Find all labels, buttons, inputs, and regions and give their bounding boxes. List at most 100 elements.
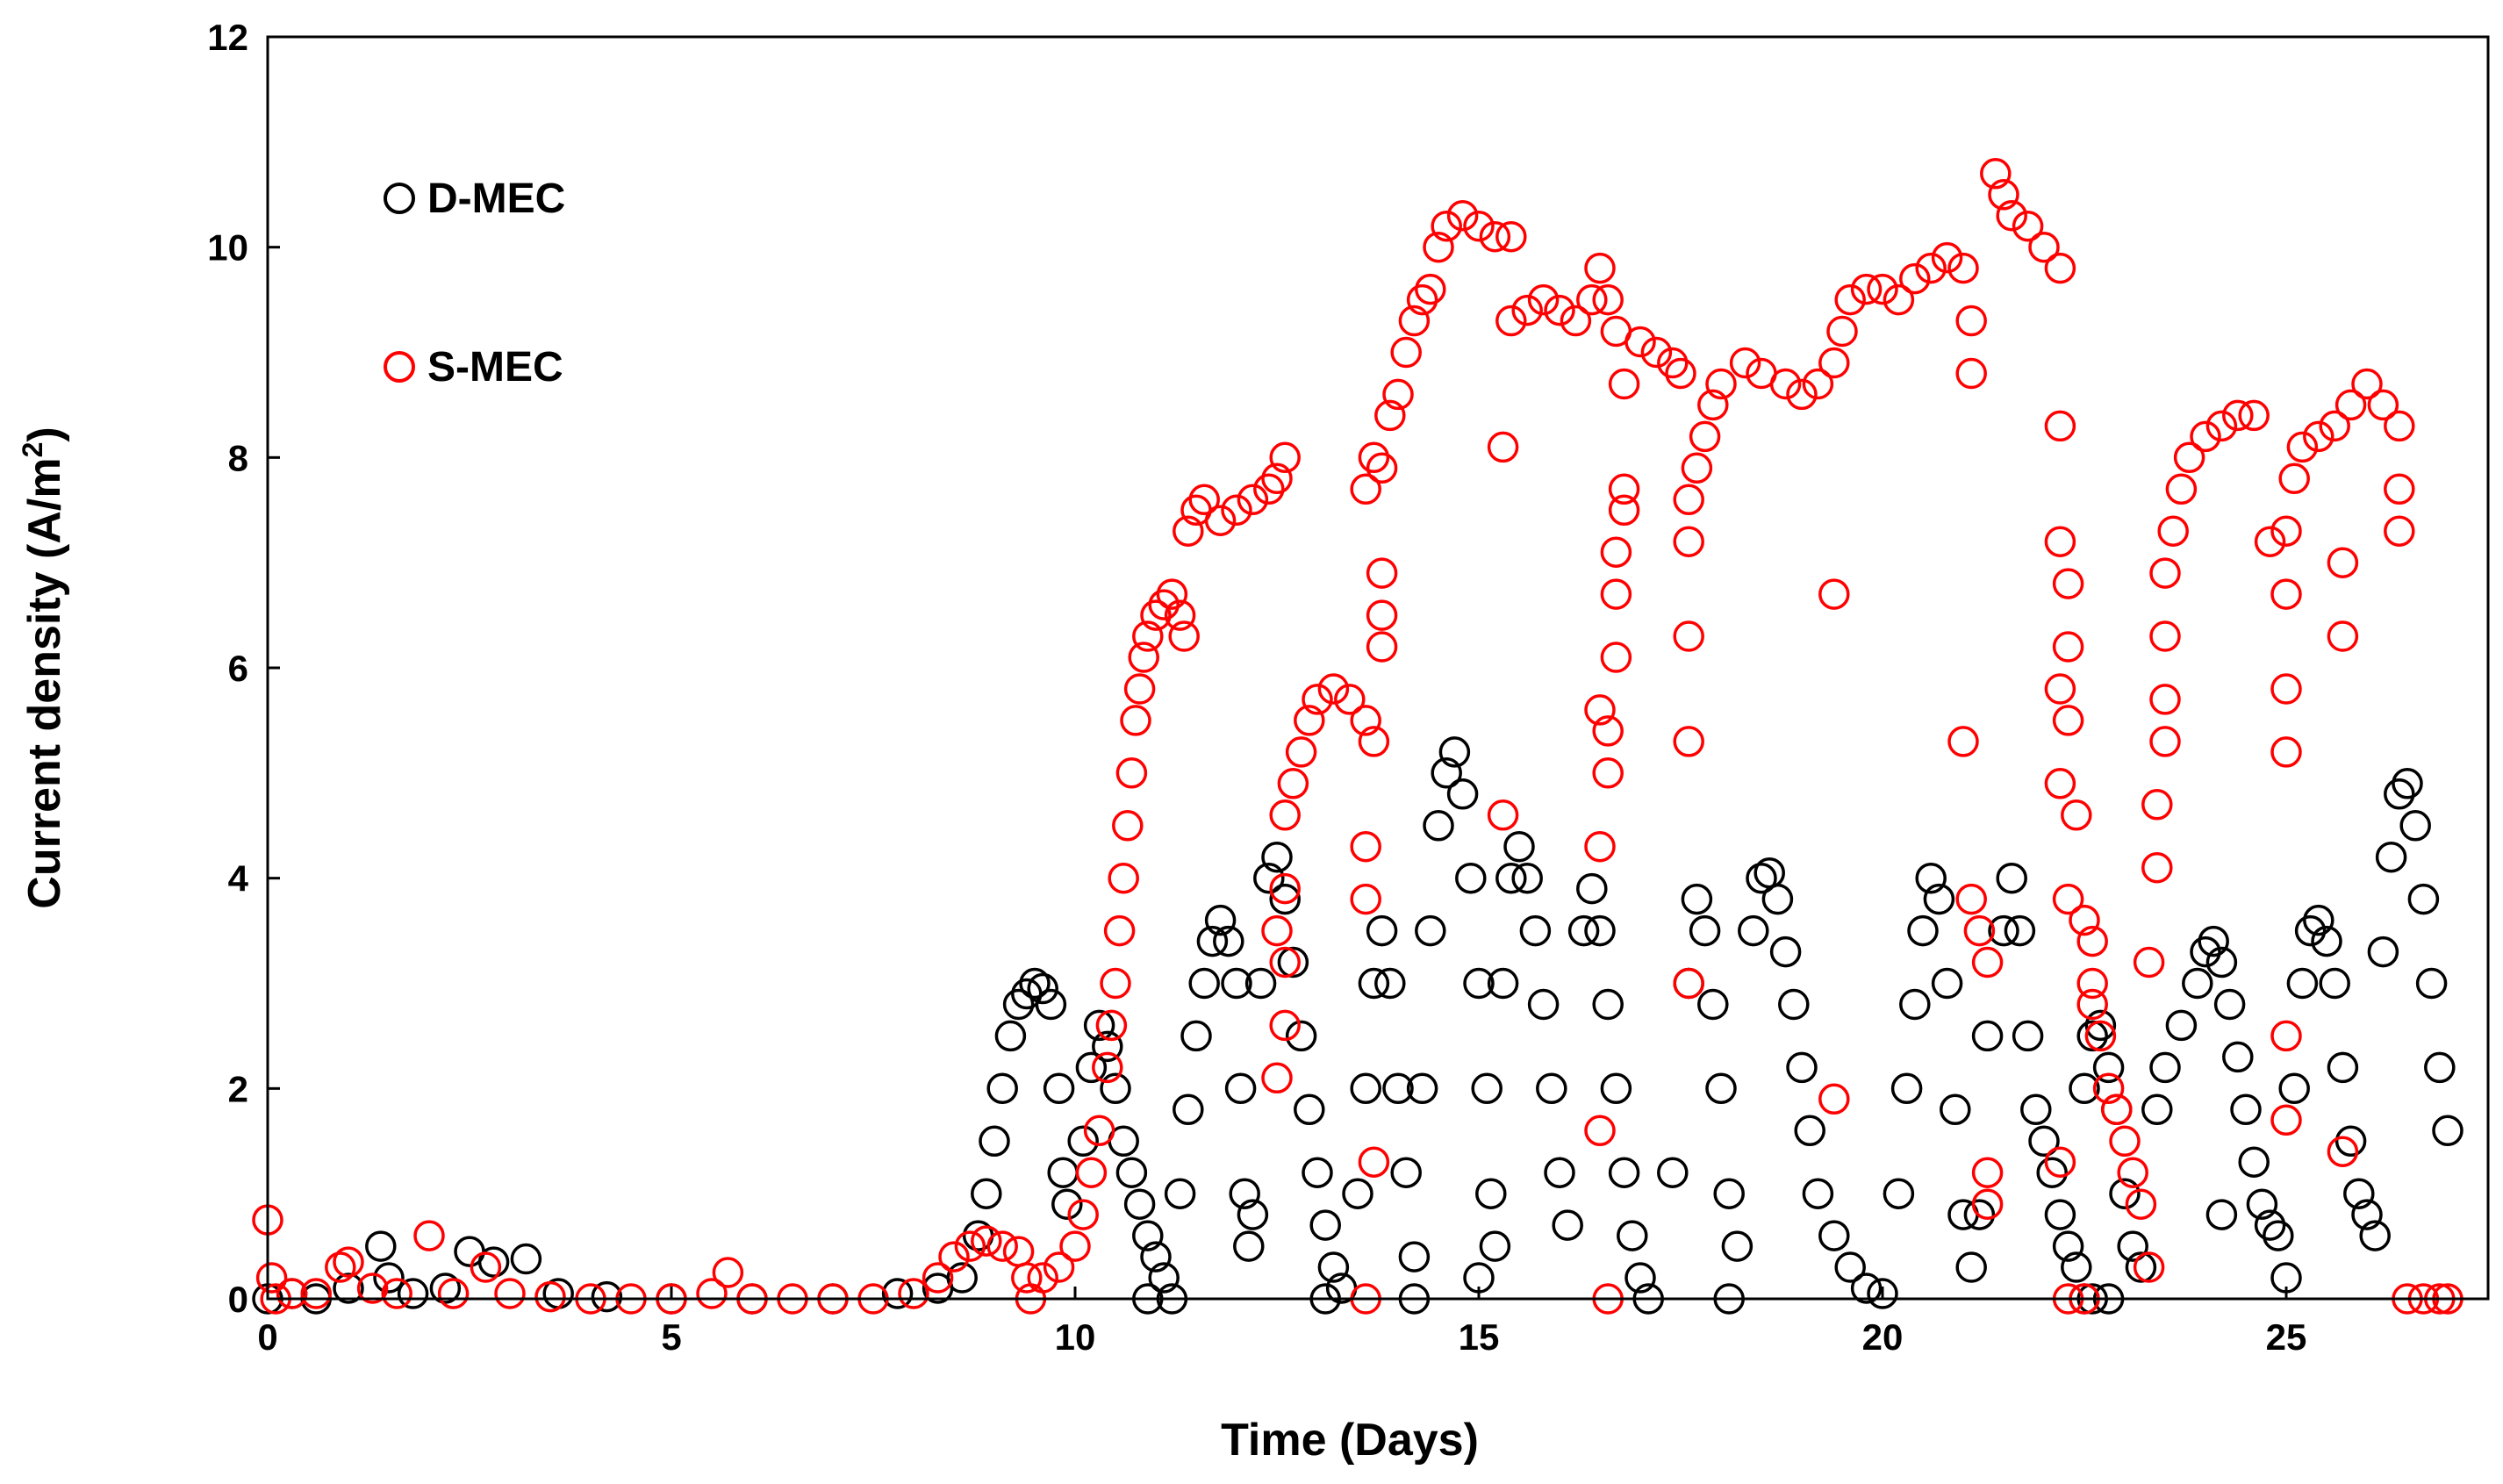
- data-point-d-mec: [1237, 1199, 1269, 1230]
- data-point-d-mec: [1867, 1278, 1898, 1309]
- data-point-d-mec: [2311, 925, 2342, 957]
- data-point-d-mec: [1738, 914, 1769, 947]
- data-point-d-mec: [2246, 1188, 2278, 1220]
- data-point-d-mec: [1285, 1020, 1317, 1052]
- data-point-d-mec: [1261, 841, 1293, 873]
- data-point-s-mec: [2270, 673, 2302, 705]
- data-point-s-mec: [2157, 515, 2189, 547]
- data-point-d-mec: [994, 1020, 1027, 1052]
- data-point-s-mec: [1955, 883, 1987, 915]
- data-point-d-mec: [1204, 904, 1237, 936]
- data-point-s-mec: [2109, 1125, 2141, 1158]
- y-axis-title: Current density (A/m2): [17, 427, 70, 908]
- data-point-d-mec: [1778, 988, 1810, 1021]
- data-point-s-mec: [2173, 441, 2205, 474]
- data-point-d-mec: [477, 1246, 510, 1278]
- data-point-d-mec: [1213, 925, 1244, 957]
- data-point-d-mec: [1244, 967, 1277, 1000]
- data-point-d-mec: [2303, 904, 2334, 936]
- data-point-s-mec: [1350, 473, 1381, 505]
- data-point-s-mec: [1544, 294, 1575, 326]
- data-point-s-mec: [1431, 210, 1462, 242]
- data-point-s-mec: [1600, 578, 1632, 610]
- y-axis-title-group: Current density (A/m2): [17, 427, 70, 908]
- y-tick-label: 8: [228, 437, 248, 478]
- data-point-s-mec: [2125, 1188, 2157, 1220]
- data-point-s-mec: [2052, 631, 2084, 663]
- data-point-s-mec: [1390, 336, 1422, 369]
- data-point-d-mec: [2278, 1072, 2310, 1105]
- y-axis-title-superscript: 2: [17, 442, 48, 458]
- data-point-s-mec: [2117, 1157, 2148, 1188]
- data-point-s-mec: [1168, 620, 1200, 652]
- data-point-d-mec: [2149, 1051, 2181, 1084]
- data-point-s-mec: [1253, 473, 1285, 505]
- data-point-d-mec: [2359, 1220, 2391, 1251]
- data-point-s-mec: [1899, 262, 1931, 295]
- data-point-d-mec: [1536, 1072, 1567, 1105]
- data-point-d-mec: [881, 1278, 914, 1309]
- data-point-s-mec: [470, 1251, 502, 1283]
- data-point-s-mec: [1786, 378, 1818, 411]
- data-point-s-mec: [2222, 399, 2254, 432]
- data-point-s-mec: [986, 1230, 1018, 1262]
- data-point-s-mec: [1120, 705, 1151, 736]
- data-point-s-mec: [1971, 946, 2004, 979]
- data-point-d-mec: [373, 1262, 405, 1294]
- data-point-s-mec: [2327, 547, 2359, 578]
- data-point-d-mec: [1681, 883, 1713, 915]
- data-point-d-mec: [2407, 883, 2440, 915]
- data-point-d-mec: [2084, 1009, 2117, 1042]
- data-point-s-mec: [1108, 862, 1139, 894]
- data-point-s-mec: [971, 1225, 1002, 1257]
- y-tick-label: 4: [228, 858, 249, 900]
- data-point-d-mec: [1382, 1072, 1414, 1105]
- data-point-s-mec: [1261, 1062, 1293, 1094]
- data-point-d-mec: [1608, 1157, 1640, 1188]
- data-point-s-mec: [1624, 326, 1656, 358]
- data-point-d-mec: [1269, 883, 1301, 915]
- data-point-s-mec: [2319, 410, 2350, 442]
- data-point-s-mec: [938, 1241, 970, 1273]
- y-tick-label: 12: [207, 17, 248, 58]
- data-point-s-mec: [1358, 726, 1390, 757]
- data-point-s-mec: [534, 1280, 566, 1313]
- data-point-s-mec: [2069, 904, 2100, 936]
- data-point-s-mec: [1495, 305, 1527, 337]
- data-point-d-mec: [1988, 914, 2019, 947]
- data-point-d-mec: [2004, 914, 2036, 947]
- data-point-s-mec: [1075, 1157, 1108, 1188]
- data-point-s-mec: [1850, 273, 1883, 305]
- data-point-s-mec: [2044, 410, 2076, 442]
- data-point-d-mec: [1092, 1030, 1123, 1063]
- data-point-d-mec: [2092, 1051, 2125, 1084]
- data-point-s-mec: [1095, 1009, 1128, 1042]
- data-point-s-mec: [898, 1278, 929, 1309]
- data-point-d-mec: [1850, 1273, 1883, 1304]
- data-point-s-mec: [1608, 368, 1640, 400]
- data-point-s-mec: [1915, 252, 1947, 284]
- data-point-s-mec: [2270, 578, 2302, 610]
- data-point-s-mec: [1673, 620, 1704, 652]
- data-point-s-mec: [1867, 273, 1898, 305]
- data-point-s-mec: [1350, 705, 1381, 736]
- data-point-d-mec: [1705, 1072, 1737, 1105]
- data-point-s-mec: [2028, 231, 2060, 263]
- data-point-s-mec: [1366, 631, 1398, 663]
- data-point-s-mec: [2076, 967, 2108, 1000]
- data-point-s-mec: [2254, 526, 2286, 557]
- data-point-s-mec: [1043, 1251, 1075, 1283]
- x-axis-title: Time (Days): [1221, 1415, 1479, 1466]
- data-point-s-mec: [276, 1278, 308, 1309]
- data-point-d-mec: [1883, 1178, 1915, 1209]
- data-point-s-mec: [2044, 526, 2076, 557]
- data-point-s-mec: [2334, 389, 2367, 421]
- data-point-d-mec: [1519, 914, 1552, 947]
- data-point-s-mec: [1350, 883, 1381, 915]
- data-point-s-mec: [1971, 1157, 2004, 1188]
- data-point-s-mec: [2149, 557, 2181, 589]
- data-point-d-mec: [1955, 1251, 1987, 1283]
- data-point-d-mec: [1624, 1262, 1656, 1294]
- data-point-s-mec: [712, 1257, 744, 1288]
